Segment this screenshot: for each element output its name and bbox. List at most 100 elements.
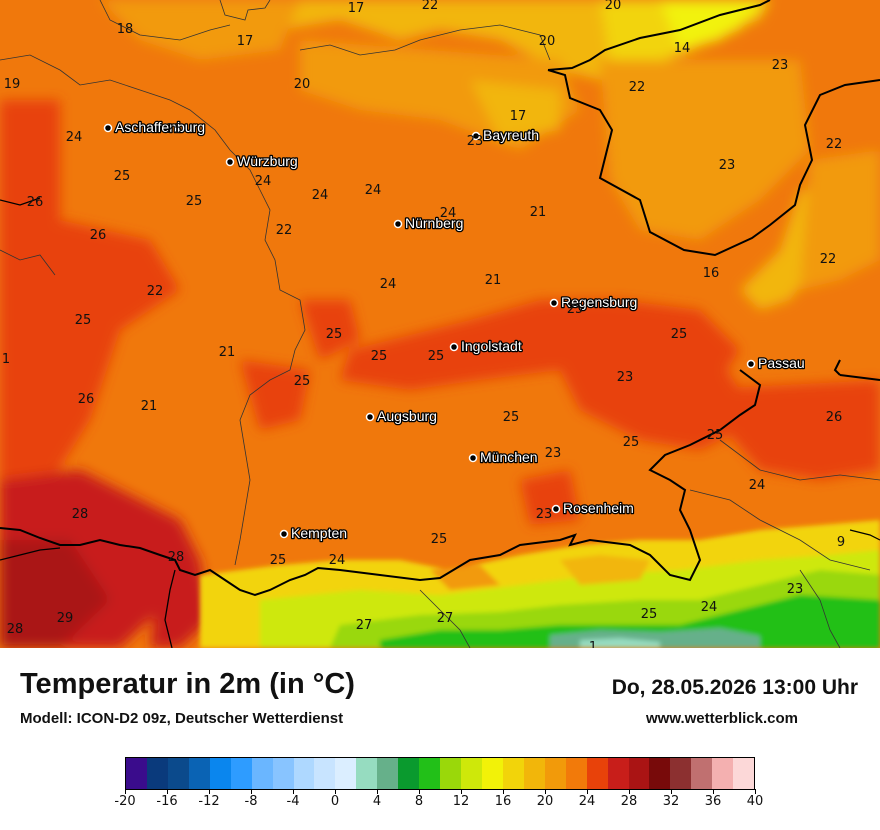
temperature-value: 20 <box>294 77 311 92</box>
legend-swatch <box>670 758 692 789</box>
legend-tick-label: 36 <box>704 794 722 809</box>
temperature-value: 26 <box>78 392 95 407</box>
city-münchen[interactable]: München <box>468 448 539 466</box>
city-dot <box>393 219 403 229</box>
legend-tick-label: 0 <box>330 794 340 809</box>
temperature-value: 25 <box>186 194 203 209</box>
legend-tick-label: 24 <box>578 794 596 809</box>
legend-tick-label: -12 <box>198 794 220 809</box>
city-label: Nürnberg <box>405 215 463 231</box>
city-regensburg[interactable]: Regensburg <box>549 293 639 311</box>
legend-tick-label: -8 <box>244 794 258 809</box>
legend-tick-mark <box>671 789 672 794</box>
city-label: Regensburg <box>561 294 637 310</box>
city-kempten[interactable]: Kempten <box>279 524 348 542</box>
temperature-value: 1 <box>2 352 10 367</box>
temperature-value: 24 <box>255 174 272 189</box>
map-title: Temperatur in 2m (in °C) <box>20 668 355 700</box>
temperature-value: 22 <box>276 223 293 238</box>
temperature-value: 25 <box>371 349 388 364</box>
city-bayreuth[interactable]: Bayreuth <box>471 126 540 144</box>
temperature-value: 19 <box>4 77 21 92</box>
temperature-value: 24 <box>380 277 397 292</box>
temperature-value: 17 <box>510 109 527 124</box>
temperature-value: 24 <box>66 130 83 145</box>
temperature-zones <box>0 0 880 648</box>
temperature-value: 23 <box>545 446 562 461</box>
temperature-value: 24 <box>365 183 382 198</box>
legend-swatch <box>188 758 210 789</box>
temperature-value: 25 <box>114 169 131 184</box>
legend-swatch <box>628 758 650 789</box>
temperature-value: 24 <box>749 478 766 493</box>
temperature-value: 21 <box>530 205 547 220</box>
map-canvas: Aschaffenburg Würzburg Bayreuth Nürnberg Reg… <box>0 0 880 648</box>
temperature-value: 22 <box>147 284 164 299</box>
city-passau[interactable]: Passau <box>746 354 806 372</box>
temperature-value: 26 <box>826 410 843 425</box>
city-dot <box>549 298 559 308</box>
temperature-value: 23 <box>467 134 484 149</box>
legend-swatch <box>126 758 147 789</box>
temperature-value: 28 <box>168 550 185 565</box>
temperature-value: 29 <box>57 611 74 626</box>
legend-tick-label: 32 <box>662 794 680 809</box>
legend-ticks: -20 -16 -12 -8 -4 0 4 8 12 16 20 24 28 32 36 40 <box>114 789 763 814</box>
temperature-map[interactable]: Aschaffenburg Würzburg Bayreuth Nürnberg Reg… <box>0 0 880 648</box>
city-dot <box>468 453 478 463</box>
city-dot <box>279 529 289 539</box>
temperature-value: 27 <box>356 618 373 633</box>
legend-swatch <box>607 758 629 789</box>
legend-swatch <box>712 758 734 789</box>
legend-swatch <box>209 758 231 789</box>
temperature-value: 25 <box>671 327 688 342</box>
temperature-value: 22 <box>826 137 843 152</box>
city-nürnberg[interactable]: Nürnberg <box>393 214 465 232</box>
temperature-value: 27 <box>437 611 454 626</box>
legend-tick-label: -4 <box>286 794 300 809</box>
temperature-value: 16 <box>703 266 720 281</box>
legend-swatch <box>461 758 482 789</box>
temperature-value: 24 <box>701 600 718 615</box>
temperature-value: 24 <box>329 553 346 568</box>
legend-tick-label: 8 <box>414 794 424 809</box>
temperature-value: 25 <box>641 607 658 622</box>
temperature-value: 25 <box>326 327 343 342</box>
temperature-value: 25 <box>431 532 448 547</box>
legend-tick-mark <box>755 789 756 794</box>
legend-tick-mark <box>167 789 168 794</box>
city-dot <box>471 131 481 141</box>
temperature-value: 20 <box>605 0 622 13</box>
temperature-value: 25 <box>707 428 724 443</box>
legend-swatch <box>356 758 378 789</box>
city-rosenheim[interactable]: Rosenheim <box>551 499 635 517</box>
temperature-value: 24 <box>312 188 329 203</box>
legend-swatch <box>272 758 294 789</box>
legend-tick-label: 28 <box>620 794 638 809</box>
city-dot <box>365 412 375 422</box>
temperature-value: 23 <box>787 582 804 597</box>
legend-tick-label: -16 <box>156 794 178 809</box>
website-link[interactable]: www.wetterblick.com <box>646 710 798 727</box>
legend-tick-label: 16 <box>494 794 512 809</box>
color-legend <box>125 757 755 790</box>
city-ingolstadt[interactable]: Ingolstadt <box>449 337 523 355</box>
state-lines <box>0 0 880 648</box>
city-aschaffenburg[interactable]: Aschaffenburg <box>103 118 206 136</box>
legend-tick-label: 20 <box>536 794 554 809</box>
temperature-value: 17 <box>237 34 254 49</box>
temperature-value: 25 <box>623 435 640 450</box>
temperature-value: 9 <box>837 535 845 550</box>
city-würzburg[interactable]: Würzburg <box>225 152 299 170</box>
legend-tick-mark <box>251 789 252 794</box>
legend-swatch <box>335 758 357 789</box>
city-dot <box>449 342 459 352</box>
legend-tick-label: 12 <box>452 794 470 809</box>
map-footer: Temperatur in 2m (in °C) Modell: ICON-D2… <box>0 648 880 830</box>
temperature-value: 21 <box>485 273 502 288</box>
legend-swatch <box>502 758 524 789</box>
temperature-value: 25 <box>166 122 183 137</box>
legend-swatch <box>523 758 545 789</box>
city-augsburg[interactable]: Augsburg <box>365 407 438 425</box>
temperature-value: 24 <box>440 206 457 221</box>
